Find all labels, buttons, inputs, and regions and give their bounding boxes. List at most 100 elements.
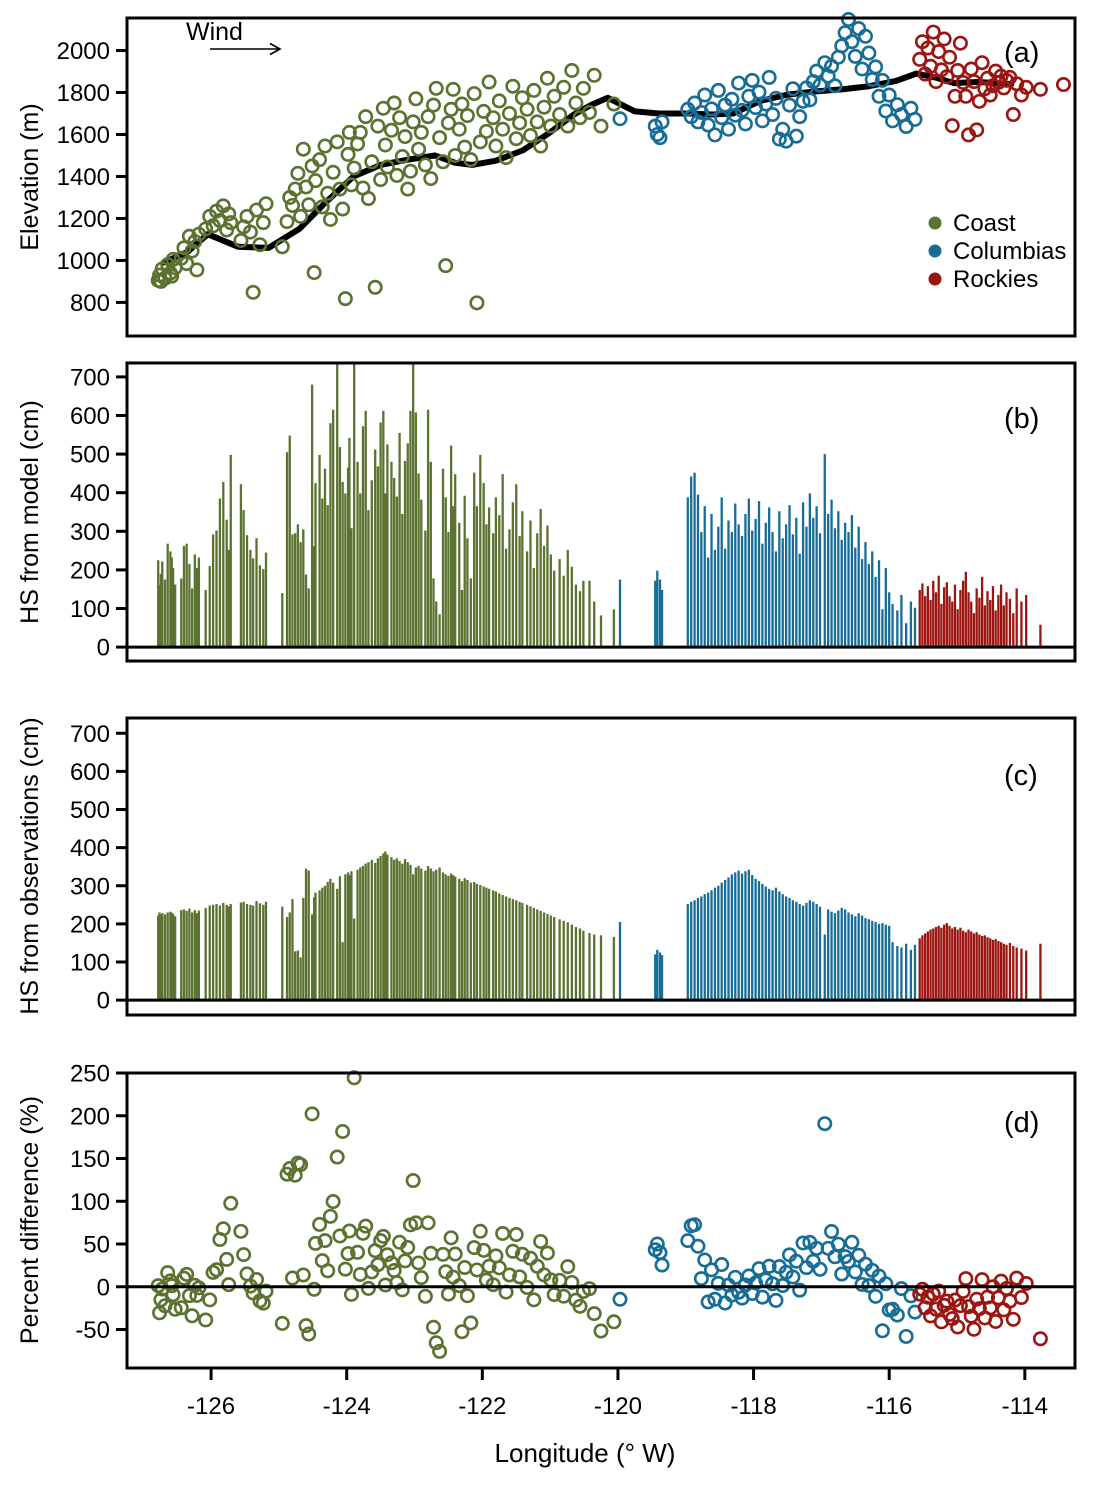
- elevation-point: [765, 107, 781, 123]
- model-bar: [1012, 613, 1015, 648]
- y-tick-label: 500: [70, 797, 110, 824]
- percent-diff-point: [179, 1266, 195, 1282]
- percent-diff-point: [966, 1321, 982, 1337]
- elevation-point: [560, 118, 576, 134]
- model-bar: [909, 601, 913, 648]
- y-tick-label: 600: [70, 403, 110, 430]
- model-bar: [612, 609, 616, 648]
- model-bar: [900, 594, 903, 648]
- percent-diff-point: [301, 1326, 317, 1342]
- elevation-point: [400, 181, 416, 197]
- model-bar: [660, 589, 664, 648]
- obs-bar: [1008, 942, 1012, 1001]
- obs-bar: [874, 921, 877, 1001]
- model-bar: [980, 576, 984, 648]
- elevation-point: [346, 160, 362, 176]
- obs-bar: [926, 931, 929, 1001]
- obs-bar: [864, 918, 867, 1001]
- elevation-point: [317, 138, 333, 154]
- percent-diff-point: [322, 1208, 338, 1224]
- model-bar: [686, 497, 689, 648]
- model-bar: [658, 579, 662, 648]
- obs-bar: [313, 897, 316, 1001]
- model-bar: [696, 494, 700, 648]
- obs-bar: [227, 906, 230, 1001]
- percent-diff-point: [293, 1157, 309, 1173]
- model-bar: [313, 545, 316, 648]
- model-bar: [989, 600, 992, 648]
- y-tick-label: 500: [70, 442, 110, 469]
- elevation-point: [491, 93, 507, 109]
- elevation-profile-line: [160, 70, 1015, 266]
- percent-diff-point: [457, 1260, 473, 1276]
- obs-bar: [891, 942, 894, 1001]
- percent-diff-point: [379, 1247, 395, 1263]
- percent-diff-point: [426, 1319, 442, 1335]
- model-bar: [314, 483, 317, 648]
- legend-columbias-label: Columbias: [953, 238, 1066, 265]
- model-bar: [424, 530, 427, 648]
- model-bar: [426, 409, 430, 648]
- obs-bar: [170, 912, 173, 1001]
- obs-bar: [190, 912, 194, 1001]
- elevation-point: [704, 101, 720, 117]
- percent-diff-point: [581, 1281, 597, 1297]
- obs-bar: [884, 924, 887, 1001]
- model-bar: [348, 437, 351, 648]
- elevation-point: [440, 115, 456, 131]
- obs-bar: [454, 876, 457, 1001]
- model-bar: [218, 498, 222, 648]
- model-bar: [169, 551, 172, 648]
- model-bar: [945, 582, 948, 648]
- obs-bar: [881, 923, 884, 1001]
- obs-bar: [441, 872, 445, 1001]
- obs-bar: [393, 859, 396, 1001]
- elevation-point: [556, 79, 572, 95]
- elevation-point: [358, 109, 374, 125]
- elevation-point: [885, 113, 901, 129]
- model-bar: [475, 506, 479, 648]
- elevation-point: [868, 59, 884, 75]
- model-bar: [515, 484, 518, 648]
- percent-diff-point: [710, 1275, 726, 1291]
- obs-bar: [249, 904, 252, 1001]
- model-bar: [717, 526, 720, 648]
- model-bar: [258, 565, 262, 648]
- model-bar: [850, 515, 854, 648]
- obs-bar: [562, 920, 565, 1001]
- obs-bar: [466, 880, 469, 1001]
- model-bar: [482, 483, 485, 648]
- model-bar: [833, 528, 837, 648]
- model-bar: [867, 564, 871, 648]
- percent-diff-point: [469, 1262, 485, 1278]
- percent-diff-point: [167, 1301, 183, 1317]
- model-bar: [891, 603, 894, 648]
- percent-diff-point: [485, 1277, 501, 1293]
- obs-bar: [374, 862, 377, 1001]
- elevation-point: [871, 88, 887, 104]
- y-tick-label: 800: [70, 290, 110, 317]
- percent-diff-point: [889, 1307, 905, 1323]
- model-bar: [795, 517, 798, 648]
- obs-bar: [348, 875, 351, 1001]
- percent-diff-point: [1005, 1311, 1021, 1327]
- obs-bar: [978, 934, 981, 1001]
- percent-diff-point: [931, 1283, 947, 1299]
- elevation-point: [469, 295, 485, 311]
- percent-diff-point: [320, 1263, 336, 1279]
- elevation-points-layer: [150, 11, 1071, 311]
- model-bar: [353, 363, 356, 648]
- obs-bar: [504, 896, 508, 1001]
- model-bar: [159, 573, 163, 648]
- y-tick-label: 600: [70, 759, 110, 786]
- obs-bar: [757, 881, 761, 1001]
- percent-diff-point: [184, 1308, 200, 1324]
- model-bar: [180, 578, 183, 648]
- elevation-point: [370, 118, 386, 134]
- elevation-point: [568, 95, 584, 111]
- obs-bar: [837, 910, 840, 1001]
- elevation-point: [529, 114, 545, 130]
- percent-diff-point: [472, 1223, 488, 1239]
- elevation-point: [252, 237, 268, 253]
- elevation-point: [982, 87, 998, 103]
